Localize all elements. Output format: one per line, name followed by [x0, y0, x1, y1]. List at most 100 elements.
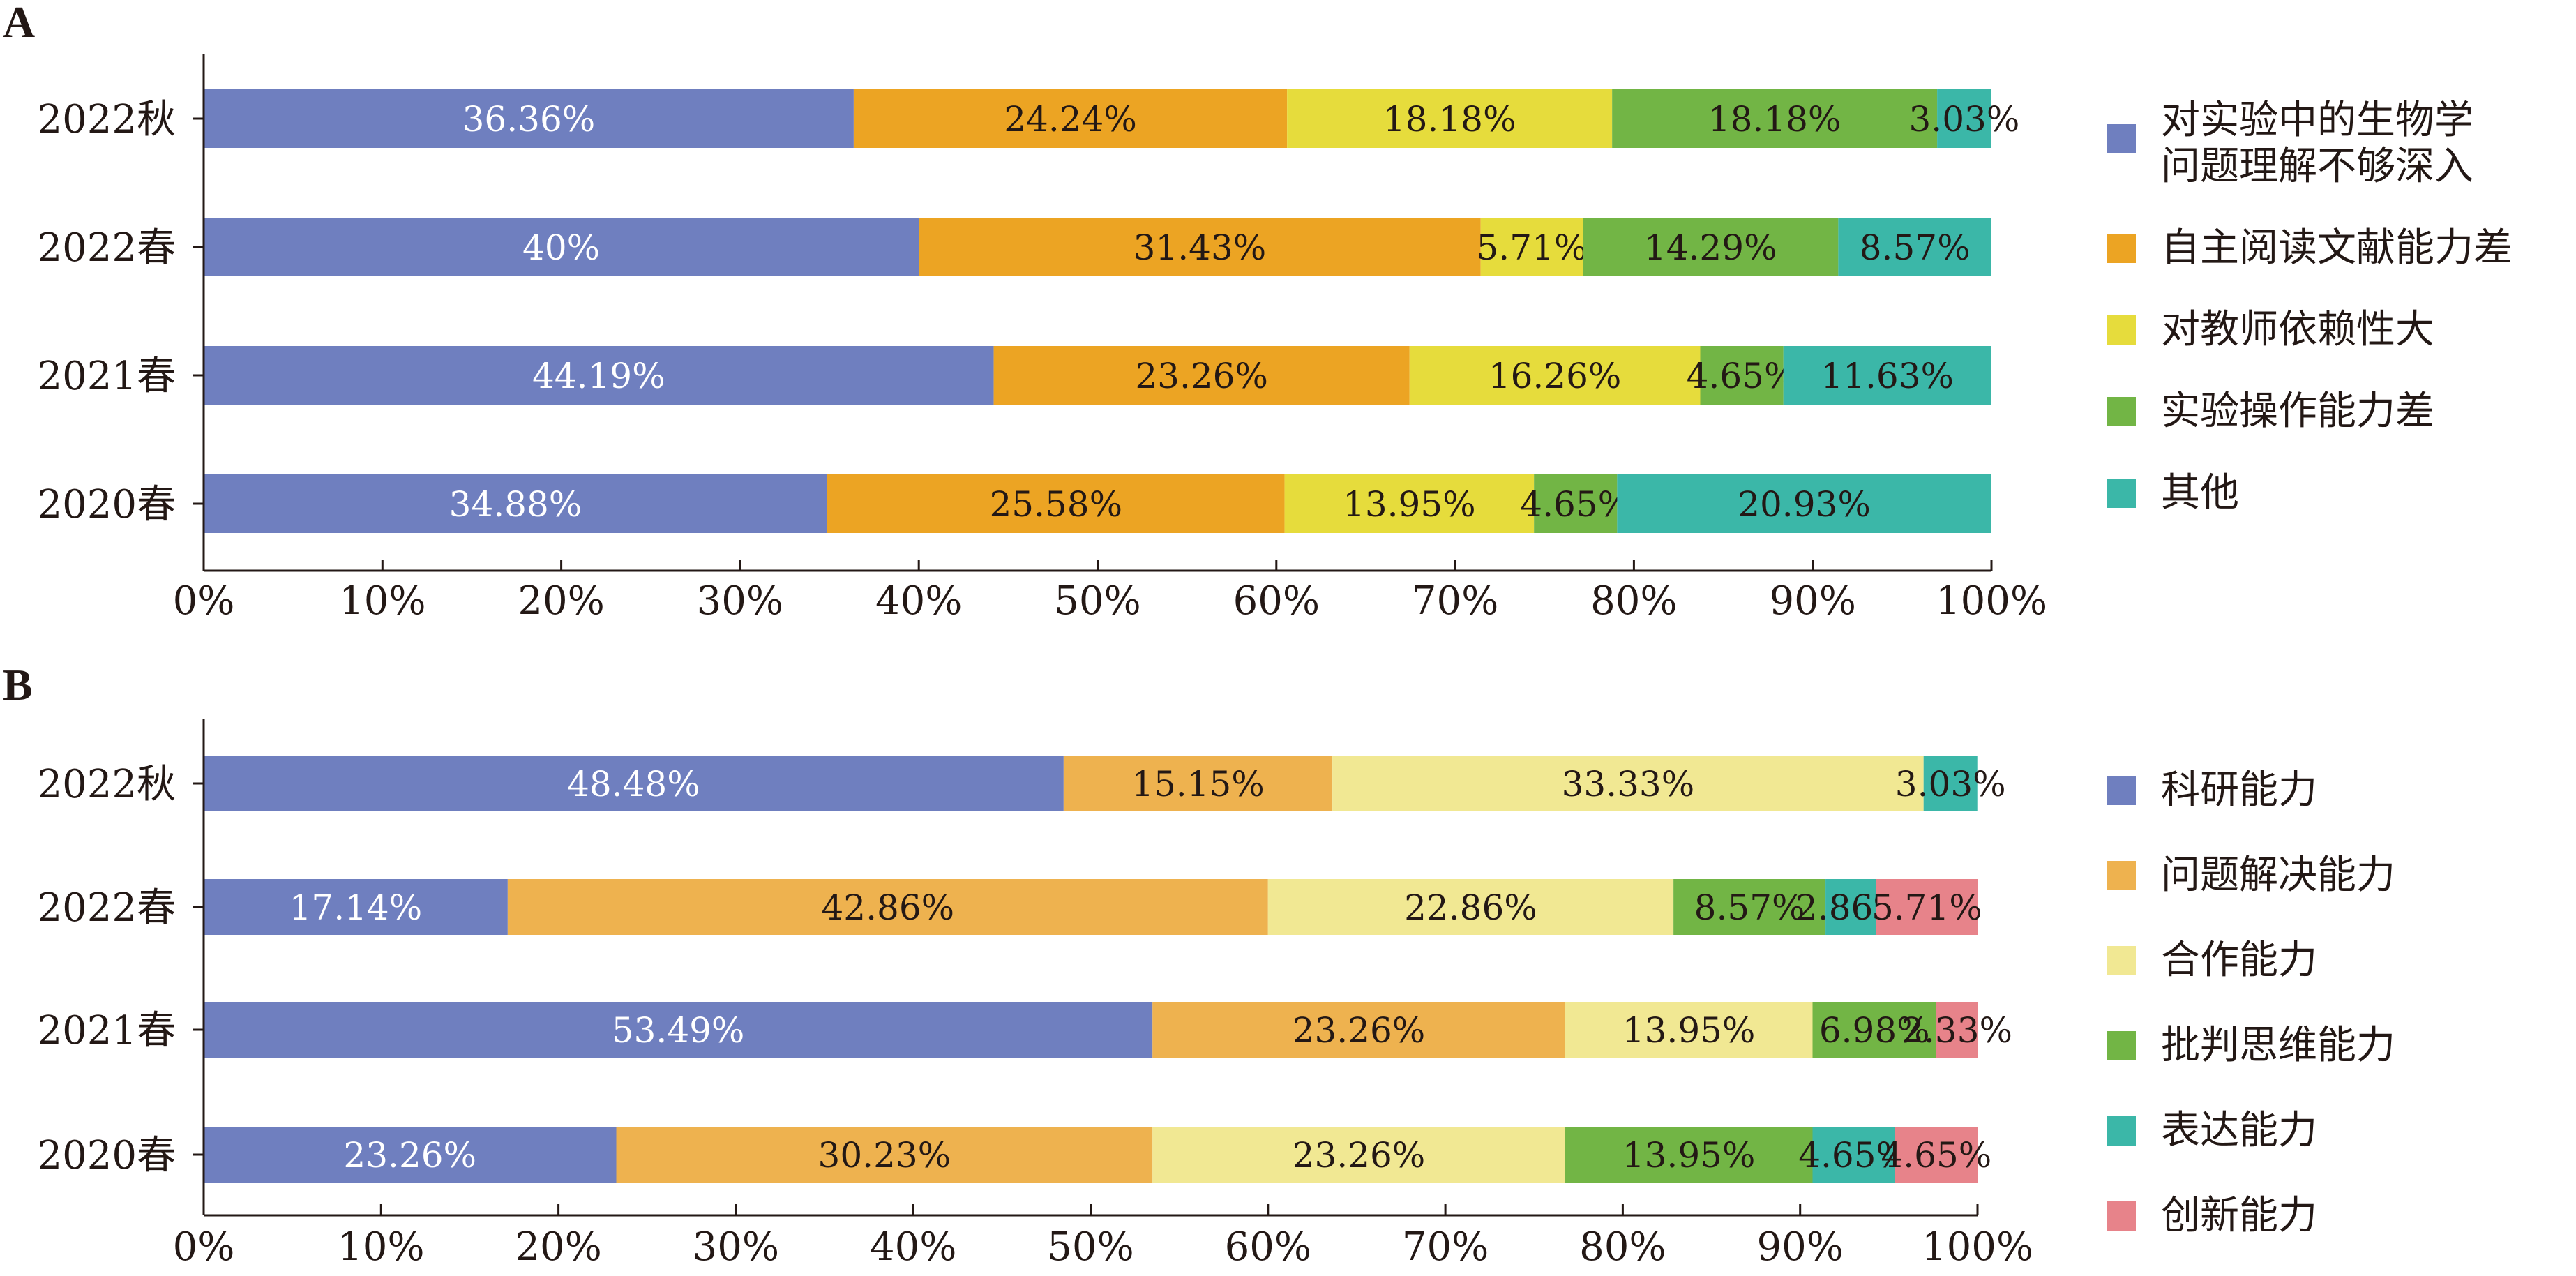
bar-segment [1583, 218, 1839, 276]
legend-swatch [2107, 397, 2136, 426]
data-label: 4.65% [1798, 1135, 1909, 1176]
bar-segment [1287, 89, 1613, 148]
legend-swatch [2107, 1031, 2136, 1060]
x-tick-label: 10% [339, 578, 425, 624]
bar-segment [1876, 879, 1978, 935]
data-label: 18.18% [1383, 99, 1516, 140]
x-tick-label: 80% [1579, 1224, 1666, 1270]
bar-segment [1480, 218, 1583, 276]
data-label: 23.26% [343, 1135, 476, 1176]
x-tick-label: 50% [1047, 1224, 1133, 1270]
x-tick-label: 20% [518, 578, 604, 624]
bar-segment [919, 218, 1481, 276]
legend-label: 问题解决能力 [2161, 853, 2395, 898]
chart-a: 36.36% 24.24% 18.18% 18.18% 3.03% 2022秋 40% 31.… [37, 54, 2047, 624]
x-tick-label: 60% [1233, 578, 1320, 624]
data-label: 8.57% [1694, 887, 1805, 928]
data-label: 23.26% [1135, 356, 1268, 396]
legend-swatch [2107, 1116, 2136, 1146]
data-label: 5.71% [1477, 227, 1588, 268]
bar-segment [1565, 1127, 1813, 1183]
bar-segment [507, 879, 1268, 935]
category-label: 2021春 [37, 1008, 176, 1053]
data-label: 17.14% [289, 887, 423, 928]
category-label: 2022春 [37, 885, 176, 931]
x-tick-label: 0% [173, 578, 235, 624]
category-label: 2020春 [37, 1133, 176, 1178]
category-label: 2022秋 [37, 762, 176, 807]
legend-swatch [2107, 861, 2136, 890]
legend-label: 其他 [2161, 470, 2239, 516]
x-tick-label: 50% [1054, 578, 1140, 624]
bar-segment [204, 756, 1064, 811]
data-label: 33.33% [1562, 764, 1695, 804]
bar-segment [204, 346, 994, 405]
panel-label-a: A [3, 0, 36, 47]
legend-label: 问题理解不够深入 [2161, 144, 2473, 189]
data-label: 22.86% [1404, 887, 1537, 928]
x-tick-label: 90% [1756, 1224, 1843, 1270]
bar-segment [1937, 89, 1991, 148]
data-label: 4.65% [1881, 1135, 1991, 1176]
x-tick-label: 40% [870, 1224, 956, 1270]
data-label: 11.63% [1821, 356, 1954, 396]
data-label: 18.18% [1708, 99, 1841, 140]
data-label: 25.58% [989, 484, 1122, 525]
bar-segment [1783, 346, 1991, 405]
data-label: 16.26% [1489, 356, 1622, 396]
data-label: 36.36% [462, 99, 596, 140]
bar-segment [1825, 879, 1876, 935]
bar-segment [1617, 474, 1991, 533]
data-label: 3.03% [1908, 99, 2019, 140]
bar-segment [1612, 89, 1938, 148]
bar-segment [1812, 1127, 1895, 1183]
bar-segment [1673, 879, 1826, 935]
bar-segment [1700, 346, 1784, 405]
x-tick-label: 30% [697, 578, 783, 624]
legend-label: 实验操作能力差 [2161, 389, 2434, 434]
bar-segment [1812, 1002, 1937, 1058]
bar-segment [1409, 346, 1701, 405]
panel-label-b: B [3, 660, 33, 710]
data-label: 13.95% [1622, 1135, 1756, 1176]
data-label: 24.24% [1004, 99, 1137, 140]
data-label: 42.86% [822, 887, 955, 928]
legend-swatch [2107, 776, 2136, 805]
data-label: 20.93% [1738, 484, 1871, 525]
bar-segment [827, 474, 1285, 533]
bar-segment [204, 879, 508, 935]
data-label: 13.95% [1343, 484, 1476, 525]
data-label: 48.48% [567, 764, 700, 804]
x-tick-label: 10% [338, 1224, 424, 1270]
data-label: 2.33% [1901, 1010, 2012, 1051]
legend-swatch [2107, 479, 2136, 508]
bar-segment [616, 1127, 1153, 1183]
data-label: 4.65% [1520, 484, 1631, 525]
legend-label: 对教师依赖性大 [2161, 307, 2434, 352]
x-tick-label: 70% [1412, 578, 1498, 624]
legend-label: 科研能力 [2161, 767, 2317, 813]
bar-segment [1152, 1127, 1565, 1183]
bar-segment [204, 1127, 617, 1183]
bar-segment [204, 89, 854, 148]
bar-segment [204, 218, 919, 276]
x-tick-label: 90% [1769, 578, 1855, 624]
bar-segment [204, 1002, 1153, 1058]
data-label: 14.29% [1644, 227, 1777, 268]
legend-label: 表达能力 [2161, 1108, 2317, 1153]
legend-swatch [2107, 234, 2136, 263]
legend-label: 自主阅读文献能力差 [2161, 225, 2513, 271]
data-label: 4.65% [1687, 356, 1798, 396]
bar-segment [1838, 218, 1991, 276]
category-label: 2022秋 [37, 97, 176, 142]
bar-segment [1936, 1002, 1978, 1058]
legend-swatch [2107, 315, 2136, 345]
legend-label: 合作能力 [2161, 938, 2317, 983]
data-label: 53.49% [612, 1010, 745, 1051]
bar-segment [1284, 474, 1535, 533]
x-tick-label: 60% [1225, 1224, 1311, 1270]
data-label: 5.71% [1871, 887, 1982, 928]
x-tick-label: 100% [1936, 578, 2047, 624]
legend-label: 批判思维能力 [2161, 1023, 2395, 1068]
legend-label: 创新能力 [2161, 1193, 2317, 1238]
